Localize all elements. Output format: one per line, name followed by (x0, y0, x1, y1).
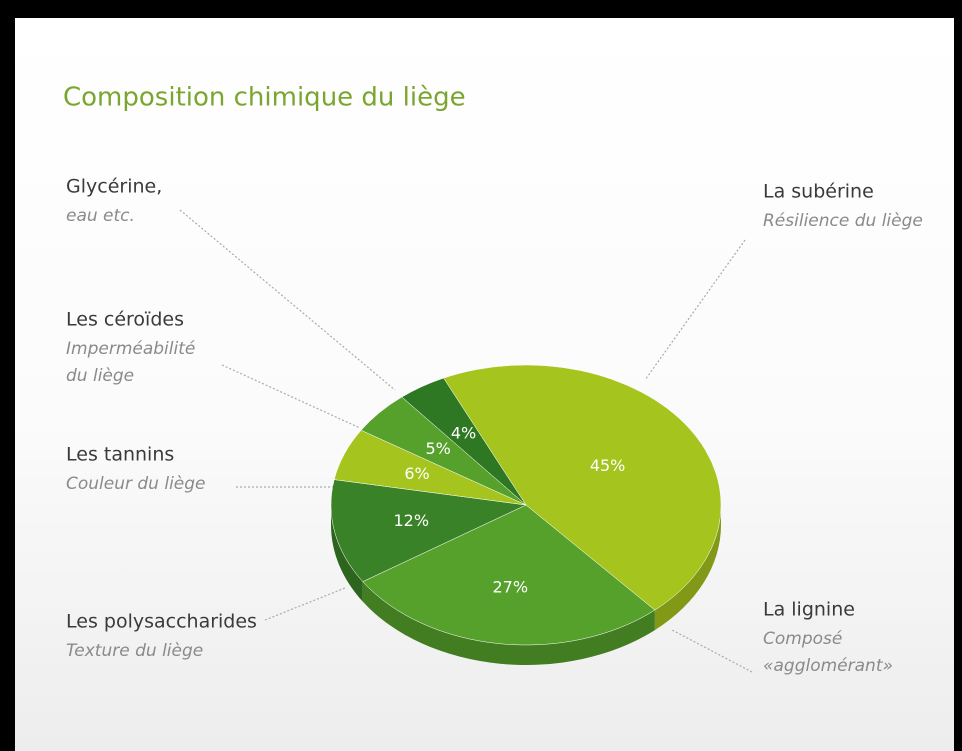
category-description: eau etc. (66, 206, 135, 226)
value-label: 45% (590, 456, 626, 475)
value-label: 6% (404, 464, 429, 483)
slice-side (331, 505, 363, 602)
slice (443, 364, 722, 611)
leader-line (644, 239, 746, 381)
value-label: 12% (394, 511, 430, 530)
category-label: Les polysaccharides (66, 611, 257, 633)
category-description: Texture du liège (66, 641, 203, 661)
category-label: Les céroïdes (66, 309, 184, 331)
value-label: 27% (492, 578, 528, 597)
category-label: Les tannins (66, 444, 174, 466)
category-description: du liège (66, 366, 134, 386)
category-description: Couleur du liège (66, 474, 206, 494)
value-label: 5% (425, 439, 450, 458)
chart-title: Composition chimique du liège (63, 83, 466, 113)
slice-side (362, 581, 655, 666)
slice (330, 479, 527, 582)
category-label: Glycérine, (66, 176, 162, 198)
category-label: La subérine (763, 181, 874, 203)
category-description: Résilience du liège (763, 211, 923, 231)
slice (362, 504, 656, 646)
category-description: «agglomérant» (763, 656, 893, 676)
slice (401, 377, 527, 506)
category-description: Imperméabilité (66, 339, 195, 359)
category-description: Composé (763, 629, 842, 649)
leader-line (671, 629, 753, 673)
leader-line (179, 209, 396, 391)
leader-line (221, 364, 361, 429)
value-label: 4% (451, 423, 476, 442)
category-label: La lignine (763, 599, 855, 621)
slice-side (654, 505, 721, 631)
